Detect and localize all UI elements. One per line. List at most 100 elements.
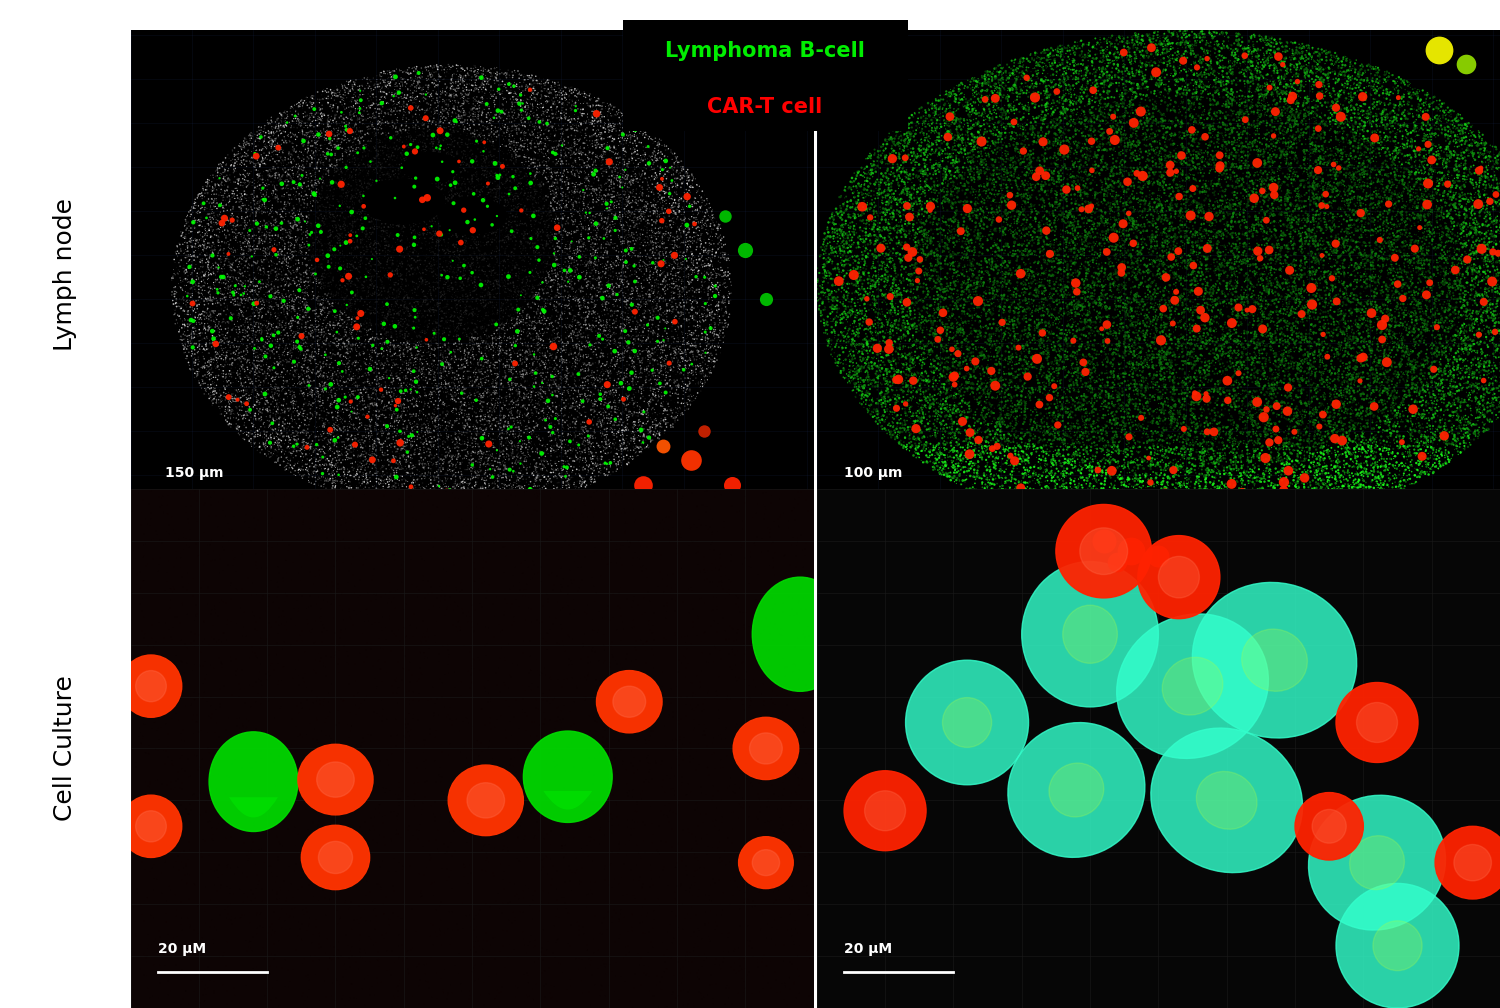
Point: [488, 303, 512, 320]
Point: [1218, 281, 1242, 297]
Point: [435, 389, 459, 405]
Point: [1014, 342, 1038, 358]
Point: [642, 204, 666, 220]
Point: [1240, 118, 1264, 134]
Point: [686, 266, 709, 282]
Point: [1102, 293, 1126, 309]
Point: [194, 382, 217, 398]
Point: [1220, 96, 1244, 112]
Point: [1102, 504, 1126, 520]
Point: [372, 364, 396, 380]
Point: [506, 209, 530, 225]
Point: [260, 573, 284, 589]
Point: [264, 379, 288, 395]
Point: [1007, 313, 1031, 330]
Point: [968, 248, 992, 264]
Point: [472, 463, 496, 479]
Point: [344, 355, 368, 371]
Point: [540, 379, 564, 395]
Point: [297, 326, 321, 342]
Point: [1222, 190, 1246, 206]
Point: [270, 286, 294, 302]
Point: [1215, 515, 1239, 531]
Point: [1200, 243, 1224, 259]
Point: [506, 325, 530, 341]
Point: [1407, 255, 1431, 271]
Point: [234, 153, 258, 169]
Point: [1120, 360, 1144, 376]
Point: [220, 288, 245, 304]
Point: [1292, 39, 1316, 55]
Point: [663, 603, 687, 619]
Point: [944, 195, 968, 211]
Point: [328, 379, 352, 395]
Point: [1030, 314, 1054, 331]
Point: [477, 739, 501, 755]
Point: [1196, 467, 1219, 483]
Point: [273, 403, 297, 419]
Point: [260, 366, 284, 382]
Point: [422, 83, 446, 99]
Point: [423, 412, 447, 428]
Point: [380, 69, 404, 85]
Point: [340, 368, 364, 384]
Point: [476, 179, 500, 196]
Point: [876, 352, 900, 368]
Point: [432, 71, 456, 87]
Point: [560, 137, 584, 153]
Point: [1048, 49, 1072, 66]
Point: [906, 403, 930, 419]
Point: [1089, 297, 1113, 313]
Point: [912, 147, 936, 163]
Point: [192, 321, 216, 337]
Point: [920, 342, 944, 358]
Point: [918, 342, 942, 358]
Point: [1088, 278, 1112, 294]
Point: [376, 334, 400, 350]
Point: [1402, 468, 1426, 484]
Point: [1112, 110, 1136, 126]
Point: [1023, 359, 1047, 375]
Point: [390, 272, 414, 288]
Point: [1342, 442, 1366, 458]
Point: [609, 212, 633, 228]
Point: [1371, 180, 1395, 197]
Point: [326, 345, 350, 361]
Point: [1401, 210, 1425, 226]
Point: [324, 331, 348, 347]
Point: [260, 926, 284, 942]
Point: [680, 393, 703, 409]
Point: [1260, 453, 1284, 469]
Point: [1137, 241, 1161, 257]
Point: [1030, 133, 1054, 149]
Point: [297, 377, 321, 393]
Point: [1226, 33, 1250, 49]
Point: [670, 292, 694, 308]
Point: [1278, 366, 1302, 382]
Point: [357, 332, 381, 348]
Point: [411, 148, 435, 164]
Point: [328, 455, 352, 471]
Point: [356, 263, 380, 279]
Point: [827, 277, 850, 293]
Point: [387, 133, 411, 149]
Point: [1150, 510, 1174, 526]
Point: [1304, 137, 1328, 153]
Point: [1426, 456, 1450, 472]
Point: [230, 351, 254, 367]
Point: [296, 226, 320, 242]
Point: [270, 402, 294, 418]
Point: [1256, 49, 1280, 66]
Point: [344, 470, 368, 486]
Point: [482, 481, 506, 497]
Point: [1084, 87, 1108, 103]
Point: [1286, 357, 1310, 373]
Point: [699, 204, 723, 220]
Point: [453, 299, 477, 316]
Point: [1358, 400, 1382, 416]
Point: [1170, 29, 1194, 45]
Point: [345, 279, 369, 295]
Point: [1436, 127, 1460, 143]
Point: [426, 198, 450, 214]
Point: [206, 248, 230, 264]
